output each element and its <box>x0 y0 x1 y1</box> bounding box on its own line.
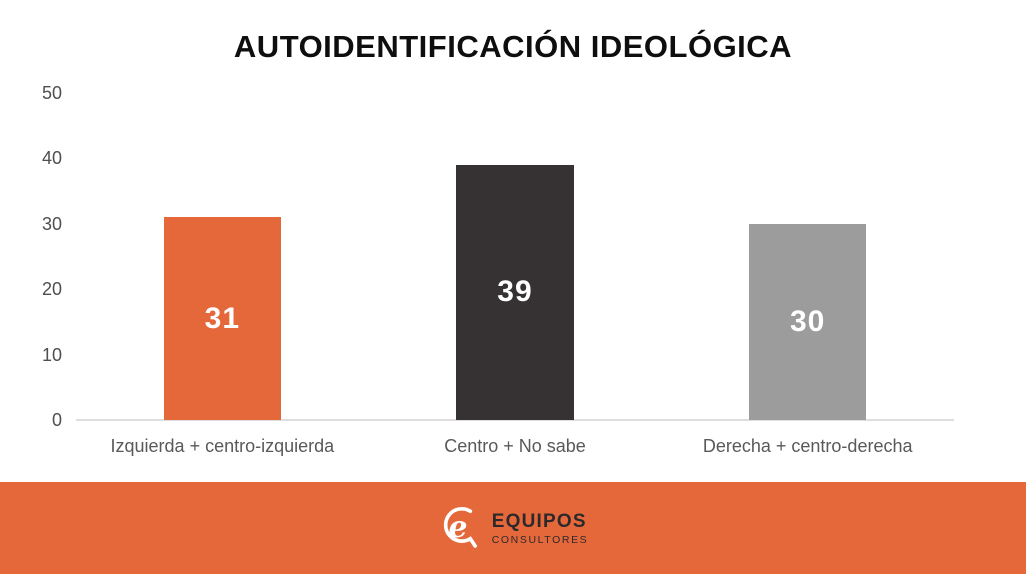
svg-text:e: e <box>448 510 467 545</box>
y-tick-label: 30 <box>41 213 62 234</box>
x-axis-line <box>76 419 954 421</box>
plot-area: 31 39 30 <box>76 93 954 421</box>
bar-1: 31 <box>163 217 281 420</box>
y-tick-label: 20 <box>41 279 62 300</box>
bar-2: 39 <box>456 164 574 420</box>
bar-value-label: 39 <box>497 275 533 309</box>
y-tick-label: 0 <box>51 410 62 430</box>
chart-title: AUTOIDENTIFICACIÓN IDEOLÓGICA <box>233 29 793 64</box>
x-axis-category-label: Derecha + centro-derecha <box>702 436 913 456</box>
y-tick-label: 10 <box>41 344 62 365</box>
logo-text: EQUIPOS CONSULTORES <box>491 510 589 547</box>
footer-band: e EQUIPOS CONSULTORES <box>0 482 1026 574</box>
x-axis-labels: Izquierda + centro-izquierda Centro + No … <box>76 434 954 458</box>
bar-3: 30 <box>749 223 867 420</box>
bar-value-label: 31 <box>204 301 241 335</box>
brand-tagline: CONSULTORES <box>491 533 589 546</box>
bar-value-label: 30 <box>789 304 826 338</box>
brand-name: EQUIPOS <box>491 510 587 532</box>
equipos-logo: e EQUIPOS CONSULTORES <box>438 500 589 558</box>
x-axis-category-label: Izquierda + centro-izquierda <box>110 436 335 456</box>
equipos-e-icon: e <box>443 507 477 548</box>
x-axis-category-label: Centro + No sabe <box>444 436 586 456</box>
y-axis: 50 40 30 20 10 0 <box>0 83 62 430</box>
y-tick-label: 50 <box>41 83 62 103</box>
y-tick-label: 40 <box>41 148 62 169</box>
